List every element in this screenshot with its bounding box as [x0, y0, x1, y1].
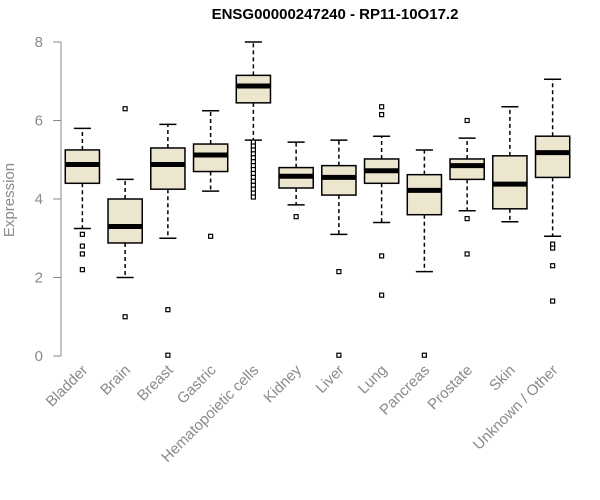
x-tick-label: Prostate [424, 362, 476, 414]
x-tick-label: Skin [486, 362, 519, 395]
box-group [534, 78, 571, 304]
outlier-point [79, 251, 85, 257]
outlier-point [464, 117, 470, 124]
x-tick-label: Kidney [260, 361, 305, 406]
box-group [107, 106, 143, 320]
outlier-point [336, 269, 342, 275]
outlier-point [336, 352, 342, 358]
outlier-point [122, 106, 128, 112]
box-group [449, 117, 485, 257]
outlier-point [293, 214, 299, 220]
outlier-point [165, 307, 171, 313]
outlier-point [379, 253, 385, 259]
box-group [363, 104, 400, 298]
box-group [278, 141, 314, 220]
outlier-point [550, 263, 556, 269]
x-tick-label: Brain [97, 362, 134, 399]
outlier-point [379, 112, 385, 118]
outlier-point [379, 292, 385, 298]
y-tick-label: 0 [35, 348, 43, 365]
box-group [235, 41, 272, 200]
outlier-point [464, 216, 470, 222]
x-tick-label: Liver [313, 362, 348, 397]
outlier-point [464, 251, 470, 257]
x-tick-label: Bladder [43, 362, 92, 411]
y-tick-label: 6 [35, 113, 43, 130]
box-iqr [150, 147, 186, 190]
outlier-point [79, 267, 85, 273]
box-group [64, 127, 101, 273]
boxes-layer [64, 41, 571, 358]
outlier-point [550, 298, 556, 304]
y-axis-label: Expression [1, 163, 18, 237]
box-group [192, 109, 229, 239]
y-tick-label: 8 [35, 34, 43, 51]
outlier-point [379, 104, 385, 110]
outlier-point [79, 231, 85, 237]
y-axis: 0 2 4 6 8 [35, 34, 62, 365]
x-tick-label: Breast [134, 361, 177, 404]
box-iqr [107, 198, 143, 244]
y-tick-label: 4 [35, 191, 43, 208]
box-iqr [449, 158, 485, 181]
box-iqr [192, 143, 229, 173]
outlier-point [165, 352, 171, 358]
box-iqr [406, 173, 443, 216]
outlier-point [122, 314, 128, 320]
outlier-point [208, 233, 214, 239]
outlier-point [250, 194, 256, 200]
box-iqr [235, 74, 272, 104]
box-iqr [534, 135, 571, 179]
box-iqr [321, 164, 357, 196]
x-tick-label: Lung [355, 362, 391, 398]
box-group [321, 139, 357, 358]
box-group [406, 149, 443, 358]
box-group [150, 123, 186, 358]
chart-title: ENSG00000247240 - RP11-10O17.2 [211, 6, 459, 23]
outlier-point [550, 245, 556, 251]
box-group [492, 106, 528, 223]
y-tick-label: 2 [35, 270, 43, 287]
outlier-point [421, 352, 427, 358]
outlier-point [79, 243, 85, 249]
